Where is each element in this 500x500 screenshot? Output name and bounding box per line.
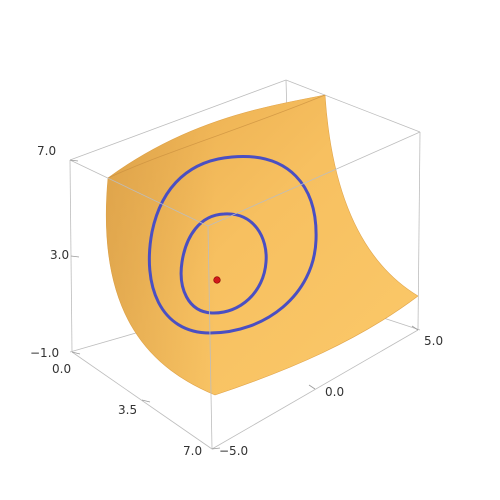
y-tick-label: 0.0 [325,385,344,399]
z-tick-label: −1.0 [30,346,59,360]
surface [106,94,419,396]
bounding-box-front [69,131,421,450]
y-tick-label: −5.0 [219,444,248,458]
y-axis-tick-labels: −5.0 0.0 5.0 [219,334,443,458]
z-axis-tick-labels: 7.0 3.0 −1.0 [30,144,69,360]
marker-point [213,276,221,284]
x-axis-tick-labels: 0.0 3.5 7.0 [52,362,202,458]
x-tick-label: 3.5 [118,403,137,417]
x-tick-label: 0.0 [52,362,71,376]
z-tick-label: 7.0 [37,144,56,158]
y-tick-label: 5.0 [424,334,443,348]
z-tick-label: 3.0 [50,248,69,262]
x-tick-label: 7.0 [183,444,202,458]
contour-inner [179,212,268,315]
tick-marks [69,159,419,450]
